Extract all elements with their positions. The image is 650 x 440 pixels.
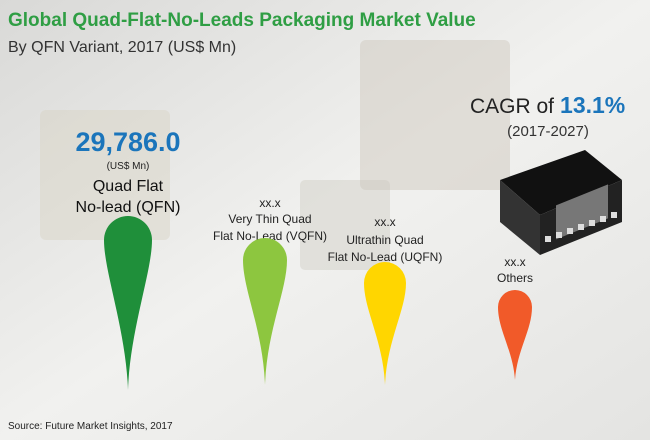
drop bbox=[243, 238, 287, 385]
bg-chip bbox=[360, 40, 510, 190]
bg-chip bbox=[300, 180, 390, 270]
chip-icon bbox=[500, 150, 622, 255]
bg-chip bbox=[40, 110, 170, 240]
source: Source: Future Market Insights, 2017 bbox=[8, 421, 173, 432]
item-value: 29,786.0 bbox=[75, 127, 180, 157]
item-unit: (US$ Mn) bbox=[107, 161, 150, 172]
item-label: Ultrathin Quad bbox=[346, 233, 423, 247]
cagr-value: 13.1% bbox=[560, 92, 625, 118]
drop bbox=[364, 262, 406, 385]
drop bbox=[498, 290, 532, 380]
drop bbox=[104, 216, 152, 390]
item-label: Very Thin Quad bbox=[228, 212, 311, 226]
item-value: xx.x bbox=[259, 196, 280, 210]
cagr-line: CAGR of 13.1% bbox=[470, 92, 625, 118]
item-value: xx.x bbox=[374, 215, 395, 229]
item-value: xx.x bbox=[504, 255, 525, 269]
item-label: Others bbox=[497, 271, 533, 285]
item-label: Flat No-Lead (VQFN) bbox=[213, 229, 327, 243]
item-label: No-lead (QFN) bbox=[76, 199, 181, 216]
cagr-prefix: CAGR of bbox=[470, 95, 554, 118]
item-label: Flat No-Lead (UQFN) bbox=[328, 250, 443, 264]
title: Global Quad-Flat-No-Leads Packaging Mark… bbox=[8, 10, 476, 31]
subtitle: By QFN Variant, 2017 (US$ Mn) bbox=[8, 39, 236, 56]
cagr-period: (2017-2027) bbox=[507, 123, 589, 140]
item-label: Quad Flat bbox=[93, 178, 164, 195]
